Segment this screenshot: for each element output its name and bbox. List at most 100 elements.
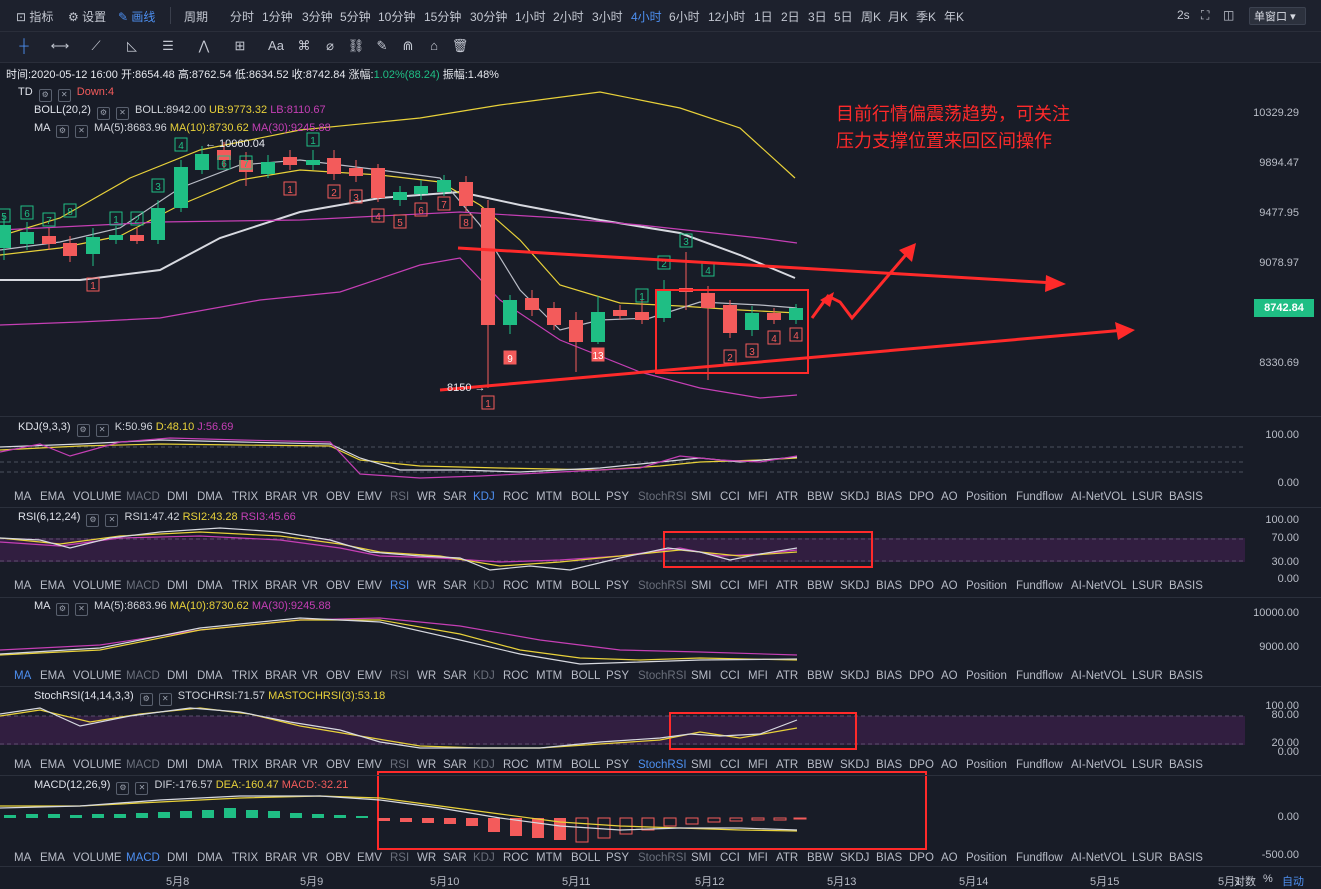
indicator-tab[interactable]: BOLL bbox=[571, 580, 601, 592]
indicator-tab[interactable]: BBW bbox=[807, 491, 834, 503]
percent-scale-toggle[interactable]: % bbox=[1263, 873, 1273, 885]
indicator-tab[interactable]: BIAS bbox=[876, 580, 903, 592]
indicator-tab[interactable]: WR bbox=[417, 670, 437, 682]
indicator-tab[interactable]: BIAS bbox=[876, 759, 903, 771]
indicator-tab[interactable]: Fundflow bbox=[1016, 491, 1063, 503]
close-icon[interactable]: ✕ bbox=[105, 514, 119, 527]
indicator-tab[interactable]: MACD bbox=[126, 759, 160, 771]
indicator-tab[interactable]: EMV bbox=[357, 670, 382, 682]
indicator-tab[interactable]: DPO bbox=[909, 491, 934, 503]
period-option[interactable]: 3分钟 bbox=[302, 10, 333, 24]
eraser-icon[interactable]: ⌀ bbox=[326, 38, 334, 53]
indicator-tab[interactable]: PSY bbox=[606, 580, 630, 592]
indicator-tab[interactable]: AI-NetVOL bbox=[1071, 580, 1127, 592]
period-option[interactable]: 3日 bbox=[808, 10, 827, 24]
period-option[interactable]: 季K bbox=[916, 10, 937, 24]
indicator-tab[interactable]: KDJ bbox=[473, 852, 495, 864]
settings-icon[interactable]: ⚙ bbox=[116, 782, 130, 795]
indicator-tab[interactable]: ATR bbox=[776, 852, 799, 864]
indicator-tab[interactable]: Position bbox=[966, 670, 1007, 682]
measure-icon[interactable]: ⊞ bbox=[234, 38, 246, 53]
close-icon[interactable]: ✕ bbox=[158, 693, 172, 706]
indicator-tab[interactable]: WR bbox=[417, 491, 437, 503]
indicator-tab[interactable]: MACD bbox=[126, 852, 160, 864]
indicator-tab[interactable]: LSUR bbox=[1132, 491, 1163, 503]
settings-icon[interactable]: ⚙ bbox=[139, 693, 153, 706]
indicator-tab[interactable]: MTM bbox=[536, 491, 563, 503]
indicator-tab[interactable]: MFI bbox=[748, 852, 768, 864]
indicator-tab[interactable]: BBW bbox=[807, 759, 834, 771]
close-icon[interactable]: ✕ bbox=[95, 424, 109, 437]
indicator-tab[interactable]: Position bbox=[966, 759, 1007, 771]
indicator-tab[interactable]: KDJ bbox=[473, 670, 495, 682]
indicator-tab[interactable]: SMI bbox=[691, 852, 712, 864]
refresh-interval[interactable]: 2s bbox=[1177, 8, 1190, 22]
window-mode-select[interactable]: 单窗口 ▾ bbox=[1249, 7, 1306, 25]
indicator-tab[interactable]: TRIX bbox=[232, 670, 259, 682]
indicator-tab[interactable]: DMI bbox=[167, 670, 189, 682]
indicator-tab[interactable]: CCI bbox=[720, 759, 740, 771]
magnet-icon[interactable]: ⋒ bbox=[402, 38, 414, 53]
indicator-tab[interactable]: SKDJ bbox=[840, 670, 870, 682]
period-option[interactable]: 年K bbox=[944, 10, 965, 24]
indicator-tab[interactable]: VOLUME bbox=[73, 759, 122, 771]
indicator-tab[interactable]: StochRSI bbox=[638, 580, 687, 592]
trend-line-icon[interactable]: ⟋ bbox=[91, 38, 101, 53]
indicator-tab[interactable]: PSY bbox=[606, 759, 630, 771]
indicator-tab[interactable]: Fundflow bbox=[1016, 852, 1063, 864]
indicator-tab[interactable]: MFI bbox=[748, 491, 768, 503]
indicator-tab[interactable]: BOLL bbox=[571, 852, 601, 864]
fullscreen-icon[interactable]: ⛶ bbox=[1201, 8, 1210, 22]
indicator-tab[interactable]: DPO bbox=[909, 759, 934, 771]
trash-icon[interactable]: 🗑 bbox=[451, 38, 469, 53]
indicator-tab[interactable]: BIAS bbox=[876, 852, 903, 864]
period-option[interactable]: 1分钟 bbox=[262, 10, 293, 24]
indicator-tab[interactable]: ATR bbox=[776, 580, 799, 592]
indicator-tab[interactable]: AO bbox=[941, 670, 958, 682]
indicator-tab[interactable]: RSI bbox=[390, 580, 410, 592]
indicator-tab[interactable]: CCI bbox=[720, 670, 740, 682]
indicator-tab[interactable]: BASIS bbox=[1169, 670, 1203, 682]
indicator-tab[interactable]: RSI bbox=[390, 670, 410, 682]
indicator-tab[interactable]: WR bbox=[417, 852, 437, 864]
indicator-tab[interactable]: VR bbox=[302, 759, 318, 771]
wave-icon[interactable]: ⋀ bbox=[198, 38, 210, 53]
indicator-tab[interactable]: BASIS bbox=[1169, 759, 1203, 771]
indicator-tab[interactable]: StochRSI bbox=[638, 670, 687, 682]
indicator-tab[interactable]: MACD bbox=[126, 491, 160, 503]
indicator-tab[interactable]: DPO bbox=[909, 580, 934, 592]
indicator-tab[interactable]: LSUR bbox=[1132, 759, 1163, 771]
indicator-tab[interactable]: DPO bbox=[909, 670, 934, 682]
indicator-tab[interactable]: MA bbox=[14, 759, 32, 771]
indicator-tab[interactable]: ROC bbox=[503, 759, 529, 771]
indicator-tab[interactable]: OBV bbox=[326, 491, 351, 503]
close-icon[interactable]: ✕ bbox=[57, 89, 71, 102]
indicator-tab[interactable]: MA bbox=[14, 580, 32, 592]
settings-icon[interactable]: ⚙ bbox=[96, 107, 110, 120]
indicators-button[interactable]: ⊡ 指标 bbox=[16, 8, 53, 25]
close-icon[interactable]: ✕ bbox=[115, 107, 129, 120]
indicator-tab[interactable]: EMA bbox=[40, 580, 65, 592]
draw-button[interactable]: ✎ 画线 bbox=[118, 8, 155, 25]
period-option[interactable]: 月K bbox=[888, 10, 909, 24]
indicator-tab[interactable]: PSY bbox=[606, 491, 630, 503]
indicator-tab[interactable]: LSUR bbox=[1132, 670, 1163, 682]
indicator-tab[interactable]: AO bbox=[941, 852, 958, 864]
indicator-tab[interactable]: ROC bbox=[503, 491, 529, 503]
indicator-tab[interactable]: BBW bbox=[807, 580, 834, 592]
indicator-tab[interactable]: AO bbox=[941, 759, 958, 771]
indicator-tab[interactable]: OBV bbox=[326, 670, 351, 682]
indicator-tab[interactable]: DMI bbox=[167, 852, 189, 864]
indicator-tab[interactable]: RSI bbox=[390, 759, 410, 771]
settings-icon[interactable]: ⚙ bbox=[38, 89, 52, 102]
indicator-tab[interactable]: KDJ bbox=[473, 759, 495, 771]
period-option[interactable]: 5日 bbox=[834, 10, 853, 24]
indicator-tab[interactable]: BOLL bbox=[571, 491, 601, 503]
indicator-tab[interactable]: DPO bbox=[909, 852, 934, 864]
indicator-tab[interactable]: SAR bbox=[443, 852, 467, 864]
indicator-tab[interactable]: SAR bbox=[443, 491, 467, 503]
indicator-tab[interactable]: BBW bbox=[807, 670, 834, 682]
period-option[interactable]: 2小时 bbox=[553, 10, 584, 24]
log-scale-toggle[interactable]: 对数 bbox=[1234, 876, 1256, 888]
